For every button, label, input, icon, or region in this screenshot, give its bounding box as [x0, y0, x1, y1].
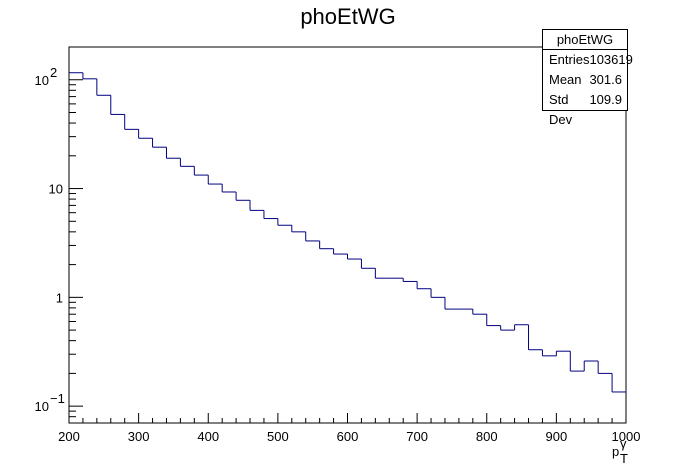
chart-title: phoEtWG [300, 4, 396, 29]
y-tick-exponent: −1 [50, 391, 65, 406]
x-axis-label: p [612, 444, 619, 459]
stats-label: Mean [549, 72, 582, 87]
stats-value: 109.9 [589, 92, 622, 107]
x-tick-label: 400 [197, 429, 219, 444]
x-tick-label: 600 [337, 429, 359, 444]
stats-row-mean: Mean 301.6 [543, 70, 627, 90]
x-tick-label: 500 [267, 429, 289, 444]
histogram-bins [69, 72, 626, 393]
stats-value: 301.6 [589, 72, 622, 87]
x-axis-label-subscript: T [620, 451, 628, 466]
x-tick-label: 800 [476, 429, 498, 444]
stats-label: Entries [549, 52, 590, 67]
x-tick-label: 700 [406, 429, 428, 444]
stats-box-title: phoEtWG [543, 30, 627, 50]
stats-value: 103619 [589, 52, 633, 67]
y-tick-label: 10 [35, 399, 49, 414]
x-tick-label: 900 [546, 429, 568, 444]
y-tick-exponent: 2 [50, 65, 57, 80]
x-tick-label: 200 [58, 429, 80, 444]
x-tick-label: 1000 [612, 429, 641, 444]
y-tick-label: 10 [35, 73, 49, 88]
stats-row-entries: Entries 103619 [543, 50, 633, 70]
y-tick-label: 10 [49, 182, 63, 197]
x-axis: 200 300 400 500 600 700 800 900 1000 [58, 413, 640, 444]
stats-label: Std Dev [549, 92, 573, 127]
y-tick-label: 1 [56, 290, 63, 305]
stats-row-std-dev: Std Dev 109.9 [543, 90, 627, 127]
stats-box: phoEtWG Entries 103619 Mean 301.6 Std De… [542, 29, 633, 127]
x-tick-label: 300 [128, 429, 150, 444]
x-axis-label-main: p [612, 444, 619, 459]
x-axis-label-superscript: γ [620, 436, 627, 451]
